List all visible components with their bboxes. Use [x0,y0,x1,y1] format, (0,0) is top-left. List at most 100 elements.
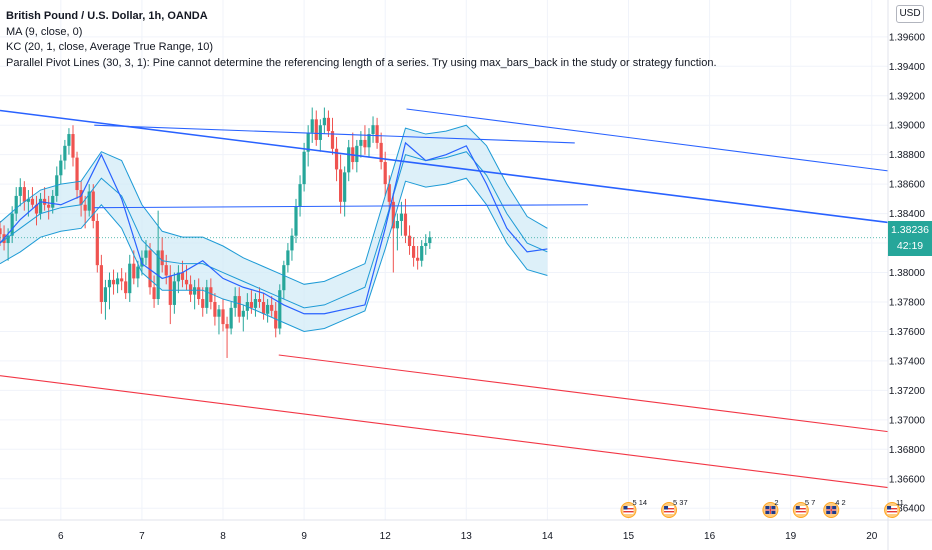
y-tick-label: 1.39600 [889,32,926,43]
y-tick-label: 1.36400 [889,504,926,515]
pivot-upper-line [94,204,588,209]
candle-body [180,272,185,280]
y-tick-label: 1.39200 [889,91,926,102]
uk-flag-icon [762,502,779,518]
candle-body [124,281,128,294]
candle-body [120,278,124,282]
candle-body [172,281,176,305]
candle-body [383,162,387,185]
candle-body [197,287,201,300]
candle-body [184,279,189,285]
candle-body [59,160,63,176]
candle-body [375,125,379,143]
candle-body [326,117,331,132]
flag-cross-red [830,506,832,514]
flag-stripe [623,511,634,513]
x-tick-label: 8 [220,531,226,542]
candle-body [132,263,136,279]
candle-body [387,184,391,202]
x-tick-label: 19 [785,531,797,542]
flag-stripe [623,508,634,510]
flag-stripe [795,511,806,513]
candle-body [217,309,221,317]
candle-body [30,198,35,205]
candle-body [322,117,326,126]
event-count-label: 5 14 [632,498,647,507]
kc-upper-line [0,124,548,285]
candle-body [107,279,112,288]
candle-body [403,213,408,236]
candle-body [290,235,294,251]
candle-body [249,301,253,308]
event-count-label: 11 [896,498,904,507]
candle-body [18,187,22,196]
candle-body [355,145,359,163]
candle-body [99,265,103,302]
x-tick-label: 13 [461,531,473,542]
event-count-label: 5 37 [673,498,688,507]
legend-kc[interactable]: KC (20, 1, close, Average True Range, 10… [6,41,214,53]
currency-button[interactable]: USD [896,5,924,23]
y-tick-label: 1.38400 [889,209,926,220]
candle-body [71,134,75,158]
uk-flag-icon [823,502,840,518]
candle-body [47,204,51,208]
event-count-label: 2 [774,498,778,507]
candle-body [115,278,120,285]
event-count-label: 4 2 [835,498,845,507]
us-flag-icon [620,502,637,518]
candle-body [302,151,306,185]
candle-body [160,250,164,266]
candle-body [188,284,193,295]
flag-bg [795,506,806,514]
candle-body [136,266,140,279]
flag-canton [623,506,628,510]
x-tick-label: 15 [623,531,635,542]
candle-body [91,191,95,221]
candle-body [225,324,229,329]
candle-body [34,204,39,214]
candle-body [253,299,258,308]
candle-body [363,139,367,148]
y-tick-label: 1.37800 [889,297,926,308]
legend-title[interactable]: British Pound / U.S. Dollar, 1h, OANDA [6,10,208,22]
candle-body [144,250,148,258]
kc-band-fill [0,125,548,332]
candle-body [330,131,335,149]
candle-body [261,301,266,314]
candle-body [51,195,55,208]
candle-body [83,204,87,211]
candle-body [22,187,26,202]
candle-body [278,290,282,329]
candle-body [424,243,428,247]
us-flag-icon [884,502,901,518]
legend-ma[interactable]: MA (9, close, 0) [6,25,83,38]
candle-body [111,279,116,285]
candle-body [193,287,197,295]
flag-canton [795,506,800,510]
flag-canton [887,506,892,510]
pivot-upper-line [0,109,889,224]
flag-stripe [664,508,675,510]
candle-body [359,139,363,146]
legend-ppl[interactable]: Parallel Pivot Lines (30, 3, 1): Pine ca… [6,56,717,69]
candle-body [14,195,18,214]
ma-line [0,141,548,315]
us-flag-icon [792,502,809,518]
candle-body [298,184,302,207]
y-tick-label: 1.36600 [889,474,926,485]
candle-body [26,198,30,202]
candle-body [201,299,205,308]
flag-stripe [795,508,806,510]
pivot-lower-line [0,375,889,489]
candle-body [233,296,237,308]
candle-body [428,237,432,244]
grid [0,0,888,520]
kc-lower-line [0,177,548,332]
keltner-fill [0,125,548,332]
candle-body [274,310,278,329]
chart-legend: British Pound / U.S. Dollar, 1h, OANDA M… [6,9,717,71]
